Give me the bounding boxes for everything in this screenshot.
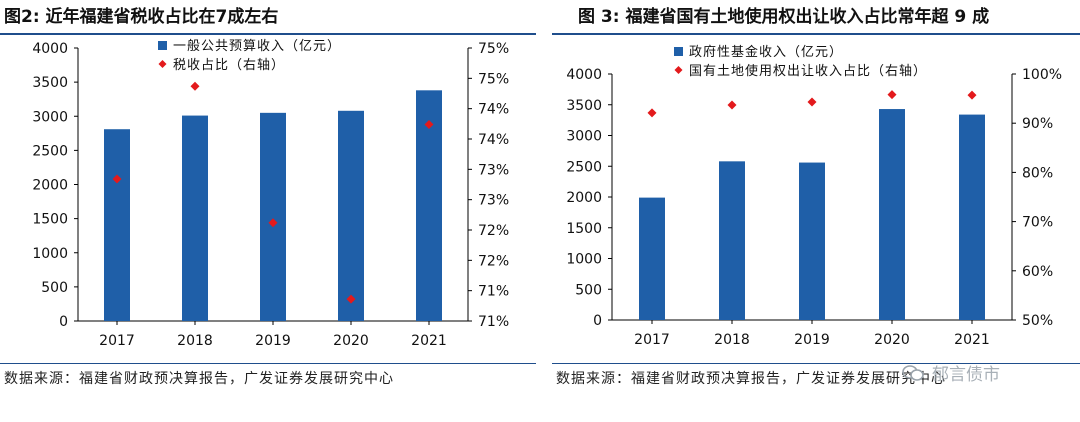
y-tick-label: 500	[575, 282, 602, 298]
x-tick-label: 2018	[714, 332, 750, 348]
legend-bar-label: 政府性基金收入（亿元）	[689, 44, 843, 60]
watermark: 郁言债市	[932, 365, 1000, 385]
legend-point-label: 国有土地使用权出让收入占比（右轴）	[689, 63, 927, 79]
y-tick-label: 1000	[32, 246, 68, 262]
y-tick-label: 4000	[32, 41, 68, 57]
land-revenue-share-chart: 0 500 1000 1500 2000 2500 3000 3500 4000 50% 60% 70…	[566, 44, 1062, 348]
share-point	[647, 108, 657, 118]
y2-tick-label: 90%	[1022, 116, 1053, 132]
y-tick-label: 1500	[566, 221, 602, 237]
bar	[959, 114, 985, 320]
legend-point-swatch	[158, 60, 167, 68]
y2-tick-label: 80%	[1022, 165, 1053, 181]
figure-3-panel: 图 3: 福建省国有土地使用权出让收入占比常年超 9 成 0 500 1000 150…	[552, 0, 1080, 422]
y2-tick-label: 74%	[478, 132, 509, 148]
share-point	[268, 218, 278, 228]
share-point	[887, 90, 897, 100]
y-tick-label: 3500	[32, 75, 68, 91]
x-tick-label: 2021	[954, 332, 990, 348]
y2-tick-label: 50%	[1022, 313, 1053, 329]
x-tick-label: 2020	[333, 333, 369, 349]
wechat-icon	[902, 365, 924, 381]
y2-tick-label: 73%	[478, 162, 509, 178]
x-tick-label: 2021	[411, 333, 447, 349]
share-point	[424, 119, 434, 129]
x-tick-label: 2020	[874, 332, 910, 348]
y2-tick-label: 72%	[478, 253, 509, 269]
y2-tick-label: 100%	[1022, 67, 1062, 83]
title-rule	[0, 33, 536, 35]
share-point	[967, 90, 977, 100]
x-tick-label: 2018	[177, 333, 213, 349]
y2-tick-label: 74%	[478, 102, 509, 118]
y-tick-label: 1000	[566, 252, 602, 268]
share-point	[112, 174, 122, 184]
bar	[182, 115, 208, 321]
y2-tick-label: 71%	[478, 314, 509, 330]
x-tick-label: 2017	[634, 332, 670, 348]
y-tick-label: 3500	[566, 98, 602, 114]
source-note: 数据来源：福建省财政预决算报告，广发证券发展研究中心	[556, 371, 946, 387]
bar	[879, 109, 905, 321]
source-note: 数据来源：福建省财政预决算报告，广发证券发展研究中心	[4, 371, 394, 387]
bar	[799, 162, 825, 320]
bar	[260, 112, 286, 322]
figure-title: 图 3: 福建省国有土地使用权出让收入占比常年超 9 成	[578, 7, 990, 27]
share-point	[346, 294, 356, 304]
bar	[104, 129, 130, 321]
figure-title: 图2: 近年福建省税收占比在7成左右	[4, 7, 279, 27]
share-point	[727, 100, 737, 110]
bar	[639, 197, 665, 320]
legend-point-label: 税收占比（右轴）	[173, 58, 285, 73]
y-tick-label: 4000	[566, 67, 602, 83]
y2-tick-label: 70%	[1022, 215, 1053, 231]
x-tick-label: 2019	[794, 332, 830, 348]
y-tick-label: 3000	[32, 109, 68, 125]
y-tick-label: 2000	[32, 178, 68, 194]
title-rule	[552, 33, 1080, 35]
y-tick-label: 2500	[32, 143, 68, 159]
legend-point-swatch	[674, 66, 683, 74]
y2-tick-label: 75%	[478, 41, 509, 57]
y2-tick-label: 71%	[478, 284, 509, 300]
y-tick-label: 2000	[566, 190, 602, 206]
x-tick-label: 2019	[255, 333, 291, 349]
y2-tick-label: 60%	[1022, 264, 1053, 280]
y2-tick-label: 73%	[478, 193, 509, 209]
figure-2-panel: 图2: 近年福建省税收占比在7成左右 0 500 1000 1500 2000 2500 3…	[0, 0, 536, 422]
y2-tick-label: 72%	[478, 223, 509, 239]
legend-bar-swatch	[674, 47, 683, 56]
y-tick-label: 500	[41, 280, 68, 296]
source-rule	[0, 363, 536, 364]
share-point	[190, 81, 200, 91]
legend-bar-label: 一般公共预算收入（亿元）	[173, 38, 341, 54]
legend-bar-swatch	[158, 41, 167, 50]
y-tick-label: 0	[59, 314, 68, 330]
source-rule	[552, 363, 1080, 364]
bar	[719, 161, 745, 320]
y2-tick-label: 75%	[478, 71, 509, 87]
share-point	[807, 97, 817, 107]
y-tick-label: 2500	[566, 159, 602, 175]
y-tick-label: 0	[593, 313, 602, 329]
tax-share-chart: 0 500 1000 1500 2000 2500 3000 3500 4000 71% 71% 72…	[32, 38, 509, 349]
y-tick-label: 3000	[566, 129, 602, 145]
bar	[338, 110, 364, 321]
y-tick-label: 1500	[32, 212, 68, 228]
x-tick-label: 2017	[99, 333, 135, 349]
